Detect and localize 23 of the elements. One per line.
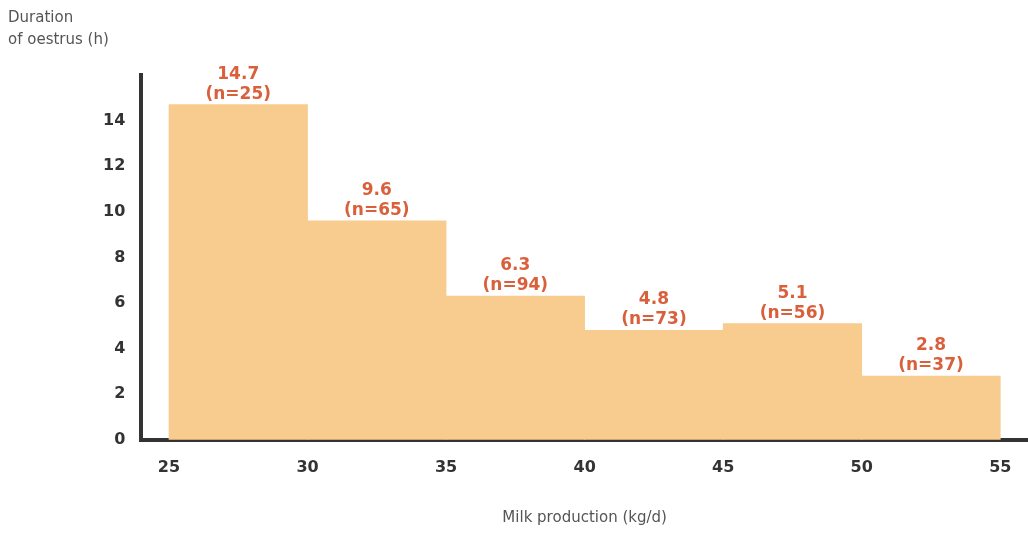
y-tick-label: 8 [114, 246, 126, 266]
y-tick-label: 10 [103, 200, 126, 220]
data-label: 4.8 (n=73) [621, 288, 687, 329]
y-axis-title: Duration of oestrus (h) [8, 7, 109, 50]
x-tick-label: 35 [434, 456, 458, 476]
x-tick-label: 45 [712, 456, 735, 476]
y-tick-label: 6 [114, 292, 126, 312]
data-label: 2.8 (n=37) [898, 333, 964, 374]
y-tick-label: 2 [114, 383, 126, 403]
x-tick-label: 50 [850, 456, 873, 476]
x-axis-title: Milk production (kg/d) [502, 507, 667, 526]
x-tick-label: 30 [296, 456, 319, 476]
y-tick-label: 0 [114, 428, 126, 448]
x-tick-label: 25 [157, 456, 181, 476]
data-label: 14.7 (n=25) [205, 62, 272, 103]
x-tick-label: 40 [573, 456, 596, 476]
data-label: 5.1 (n=56) [759, 281, 826, 322]
data-label: 9.6 (n=65) [344, 178, 410, 219]
y-tick-label: 4 [114, 337, 126, 357]
y-tick-label: 12 [103, 155, 126, 175]
y-tick-label: 14 [103, 109, 126, 129]
x-tick-label: 55 [989, 456, 1012, 476]
data-label: 6.3 (n=94) [482, 254, 549, 295]
